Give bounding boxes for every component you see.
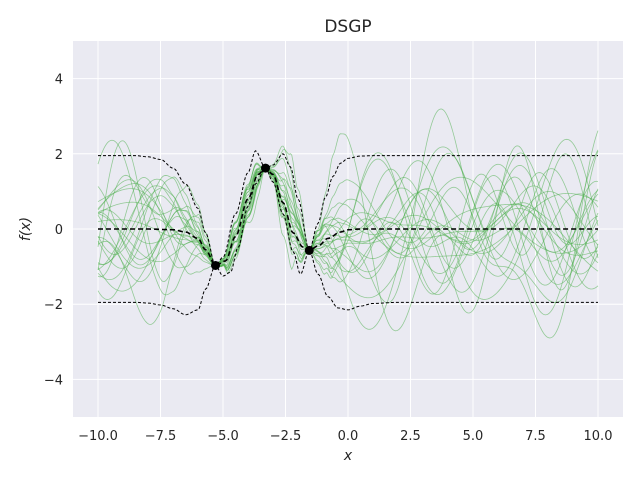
observation-point [304,245,314,255]
x-tick-label: 5.0 [463,429,484,444]
sample-line [97,108,599,339]
y-tick-label: −2 [44,298,63,313]
x-tick-label: 2.5 [400,429,421,444]
x-tick-label: 10.0 [584,429,613,444]
y-tick-label: −4 [44,373,63,388]
upper-confidence-line [98,150,598,267]
x-tick-label: 0.0 [338,429,359,444]
sample-line [97,138,599,300]
y-tick-label: 0 [55,223,63,238]
sample-line [97,133,599,332]
sample-line [97,167,599,279]
sample-line [97,167,599,290]
sample-line [97,146,599,330]
x-tick-label: −7.5 [145,429,177,444]
x-tick-label: −5.0 [207,429,239,444]
x-tick-label: −10.0 [78,429,118,444]
sample-line [97,140,599,314]
sample-line [97,139,599,296]
observation-point [211,260,220,270]
x-tick-label: 7.5 [525,429,546,444]
sample-line [97,167,599,269]
sample-line [97,167,599,272]
x-tick-label: −2.5 [270,429,302,444]
y-axis-label: f(x) [18,217,34,241]
y-tick-label: 4 [55,73,63,88]
sample-line [97,149,599,316]
y-tick-label: 2 [55,148,63,163]
sample-line [97,163,599,285]
x-axis-label: x [343,448,353,464]
sample-line [97,167,599,278]
sample-line [97,167,599,266]
chart-title: DSGP [324,17,371,37]
sample-line [97,152,599,325]
posterior-mean-line [98,167,598,267]
observation-point [261,163,270,173]
lower-confidence-line [98,167,598,316]
